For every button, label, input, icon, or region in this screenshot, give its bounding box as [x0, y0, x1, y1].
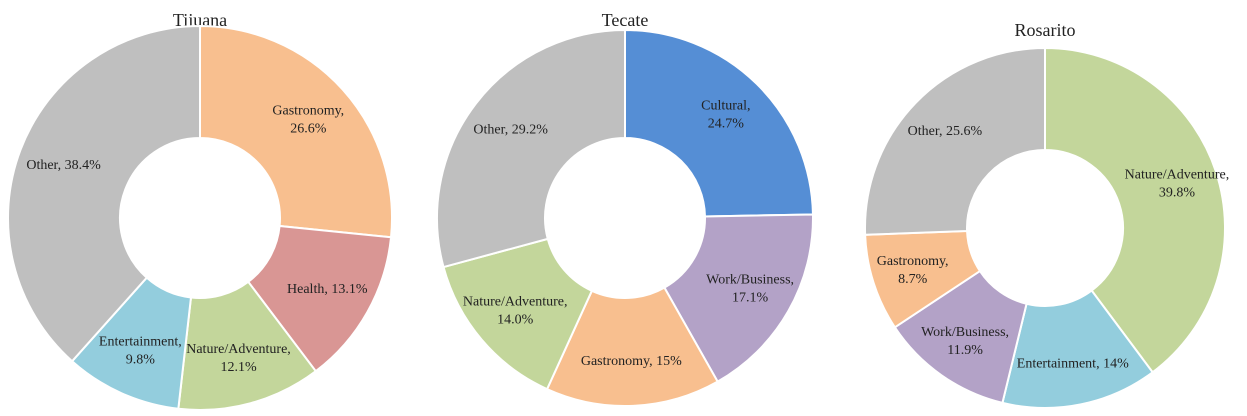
slice-label: 26.6% — [290, 121, 327, 136]
slice-label: 17.1% — [732, 291, 769, 306]
slice-label: Cultural, — [701, 98, 750, 113]
donut-slice — [199, 24, 393, 239]
slice-label: Nature/Adventure, — [463, 294, 568, 309]
chart-title: Rosarito — [1015, 20, 1076, 40]
slice-label: Work/Business, — [921, 325, 1009, 340]
slice-label: 24.7% — [708, 116, 745, 131]
slice-label: Nature/Adventure, — [186, 342, 291, 357]
donut-slice — [864, 46, 1046, 236]
slice-label: Other, 38.4% — [26, 158, 101, 173]
donut-slice — [436, 28, 626, 269]
chart-title: Tijuana — [173, 10, 227, 30]
slice-label: Gastronomy, 15% — [581, 354, 682, 369]
slice-label: Other, 25.6% — [908, 124, 983, 139]
slice-label: Entertainment, — [99, 334, 182, 349]
slice-label: Gastronomy, — [877, 254, 949, 269]
slice-label: 8.7% — [898, 272, 928, 287]
slice-label: 11.9% — [947, 343, 983, 358]
slice-label: 14.0% — [497, 312, 534, 327]
donut-slice — [624, 28, 814, 218]
donut-slice — [545, 286, 719, 407]
donut-slice — [663, 213, 814, 383]
slice-label: 12.1% — [220, 360, 257, 375]
donut-slice — [893, 269, 1028, 405]
slice-label: 39.8% — [1159, 185, 1196, 200]
donut-slice — [442, 237, 594, 391]
slice-label: Entertainment, 14% — [1017, 356, 1129, 371]
donut-slice — [7, 24, 201, 363]
slice-label: Gastronomy, — [272, 103, 344, 118]
slice-label: Nature/Adventure, — [1125, 167, 1230, 182]
slice-label: Health, 13.1% — [287, 282, 368, 297]
chart-title: Tecate — [602, 10, 649, 30]
slice-label: 9.8% — [126, 352, 156, 367]
slice-label: Work/Business, — [706, 273, 794, 288]
donut-slice — [1001, 289, 1155, 409]
slice-label: Other, 29.2% — [473, 123, 548, 138]
donut-slice — [1044, 46, 1226, 374]
donut-slice — [246, 224, 393, 373]
